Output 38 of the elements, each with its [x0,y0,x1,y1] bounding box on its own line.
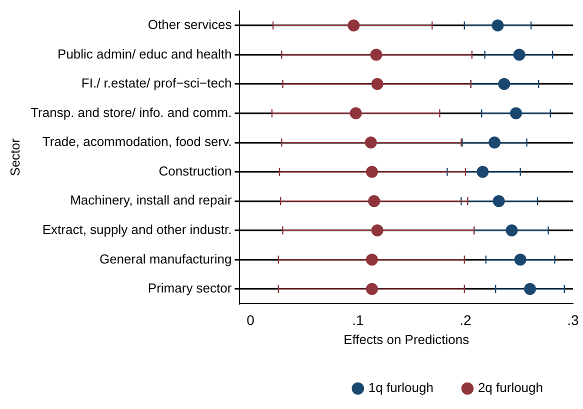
point [366,282,378,295]
point [514,254,526,266]
point [498,78,510,90]
point [506,224,518,236]
point [364,136,377,149]
legend-label: 1q furlough [368,380,434,396]
point [366,254,378,266]
y-tick-label: Trade, acommodation, food serv. [42,134,232,150]
y-tick-label: Other services [148,17,232,32]
x-tick-label: .1 [352,312,364,328]
y-tick-label: Extract, supply and other industr. [42,222,232,237]
y-tick-label: Machinery, install and repair [70,192,232,208]
y-tick-label: Public admin/ educ and health [58,46,232,62]
point [492,195,505,208]
x-tick-label: .2 [460,312,472,328]
point [371,78,384,90]
x-tick-label: .3 [567,312,580,328]
y-axis-title: Sector [7,138,22,176]
y-tick-label: Construction [158,163,232,178]
point [350,107,362,120]
point [513,48,526,61]
y-tick-label: General manufacturing [99,251,232,266]
point [348,19,360,32]
point [371,224,384,236]
legend-label: 2q furlough [478,380,544,396]
y-tick-label: Primary sector [148,280,232,296]
point [488,136,501,149]
x-tick-label: 0 [246,312,255,328]
y-tick-label: Transp. and store/ info. and comm. [30,104,232,120]
point [370,48,382,61]
x-axis-title: Effects on Predictions [344,332,470,347]
point [524,282,536,295]
y-tick-label: FI./ r.estate/ prof−sci−tech [81,76,232,91]
point [492,19,504,32]
point [510,107,522,120]
point [366,166,378,178]
point [368,195,380,208]
point [476,166,489,178]
